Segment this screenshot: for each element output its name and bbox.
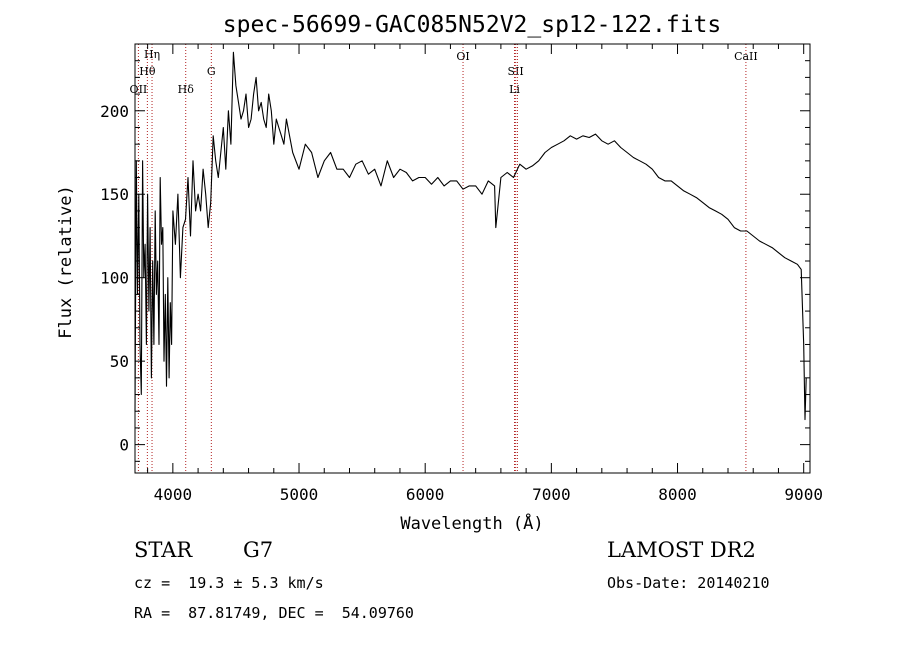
- spectral-line-label: CaII: [734, 50, 758, 63]
- redshift-readout: cz = 19.3 ± 5.3 km/s: [134, 574, 324, 592]
- y-tick-label: 0: [119, 436, 129, 455]
- y-tick-label: 50: [110, 352, 129, 371]
- x-tick-label: 9000: [784, 485, 823, 504]
- spectrum-line: [134, 51, 807, 421]
- spectral-line-label: Hδ: [178, 83, 195, 96]
- tick-labels: 4000 5000 6000 7000 8000 9000 0 50 100 150 200: [100, 102, 823, 504]
- coordinates-readout: RA = 87.81749, DEC = 54.09760: [134, 604, 414, 622]
- x-axis-label: Wavelength (Å): [400, 512, 543, 534]
- plot-frame: [134, 43, 811, 474]
- spectral-line-markers: HηHθOIIHδGOISIISIILiCaII: [130, 44, 758, 473]
- spectral-line-label: SII: [508, 65, 524, 78]
- object-subclass: G7: [243, 538, 274, 562]
- spectral-line-label: Hθ: [139, 65, 156, 78]
- x-tick-label: 6000: [406, 485, 445, 504]
- spectral-line-label: Hη: [144, 48, 160, 61]
- y-tick-label: 100: [100, 269, 129, 288]
- y-tick-label: 200: [100, 102, 129, 121]
- plot-axes: [134, 43, 811, 474]
- y-tick-label: 150: [100, 185, 129, 204]
- survey-name: LAMOST DR2: [607, 538, 756, 562]
- object-class: STAR: [134, 538, 193, 562]
- x-tick-label: 8000: [658, 485, 697, 504]
- spectral-line-label: G: [207, 65, 216, 78]
- spectral-line-label: OII: [130, 83, 148, 96]
- spectral-line-label: Li: [509, 83, 520, 96]
- chart-title: spec-56699-GAC085N52V2_sp12-122.fits: [223, 12, 722, 38]
- obs-date: Obs-Date: 20140210: [607, 574, 770, 592]
- x-tick-label: 5000: [280, 485, 319, 504]
- x-tick-label: 4000: [154, 485, 193, 504]
- x-tick-label: 7000: [532, 485, 571, 504]
- spectral-line-label: OI: [456, 50, 469, 63]
- y-axis-label: Flux (relative): [56, 185, 76, 339]
- spectrum-series: [134, 51, 807, 421]
